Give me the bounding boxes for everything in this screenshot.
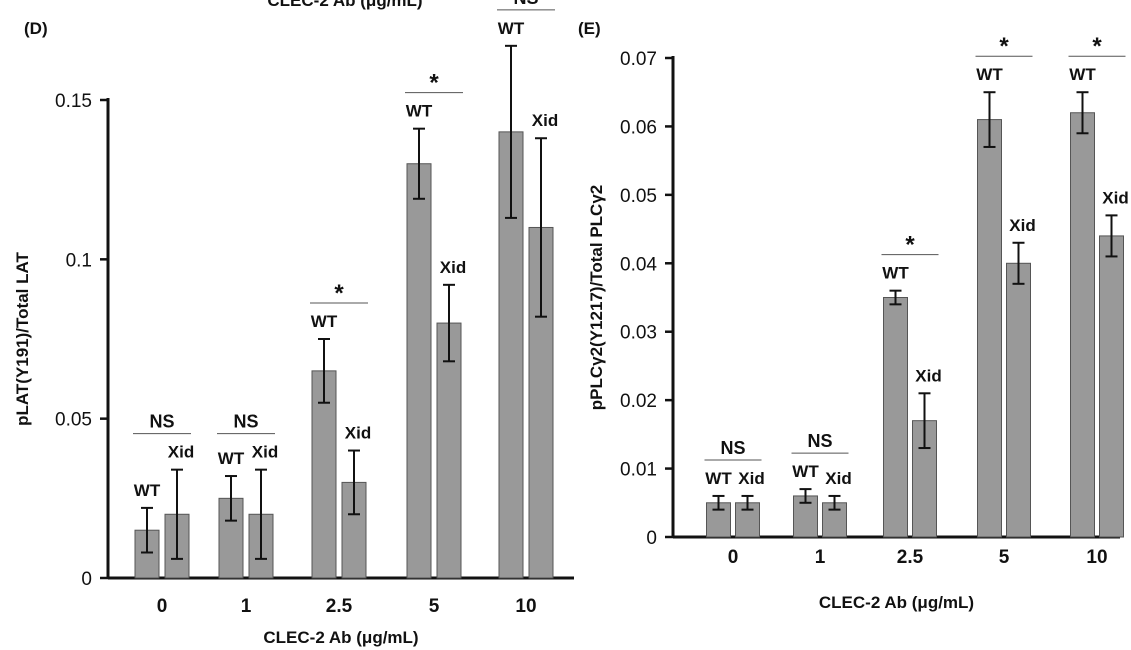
series-label-wt: WT <box>976 65 1003 84</box>
panel-e-chart: (E) 0 0.01 0.02 0.03 0.04 0.05 0.06 0.07 pPLCγ2(Y… <box>578 19 1129 612</box>
bar-xid <box>436 322 462 579</box>
series-label-xid: Xid <box>252 443 278 462</box>
y-tick-label: 0.02 <box>620 391 657 412</box>
x-tick-label: 10 <box>515 596 536 617</box>
significance-label: * <box>334 280 344 307</box>
significance-label: NS <box>720 438 745 458</box>
series-label-wt: WT <box>1069 65 1096 84</box>
x-tick-label: 1 <box>241 596 252 617</box>
series-label-xid: Xid <box>738 469 764 488</box>
x-tick-label: 2.5 <box>897 547 924 568</box>
series-label-xid: Xid <box>345 424 371 443</box>
y-tick-label: 0.1 <box>66 250 92 271</box>
significance-label: NS <box>807 431 832 451</box>
significance-label: * <box>1092 33 1102 60</box>
panel-label: (D) <box>24 19 48 38</box>
series-label-xid: Xid <box>440 258 466 277</box>
significance-label: * <box>999 33 1009 60</box>
bar-wt <box>311 370 337 579</box>
bar-wt <box>406 163 432 579</box>
y-tick-label: 0.05 <box>55 410 92 431</box>
bar-wt <box>1070 112 1095 538</box>
series-label-xid: Xid <box>825 469 851 488</box>
y-tick-label: 0.04 <box>620 254 657 275</box>
series-label-xid: Xid <box>532 111 558 130</box>
series-label-wt: WT <box>311 312 338 331</box>
series-label-wt: WT <box>792 462 819 481</box>
cropped-header: CLEC-2 Ab (μg/mL) <box>267 0 422 10</box>
bar-wt <box>977 119 1002 538</box>
bar-xid <box>1006 262 1031 538</box>
series-label-wt: WT <box>406 102 433 121</box>
x-tick-label: 1 <box>815 547 826 568</box>
bar-xid <box>1099 235 1124 538</box>
y-tick-label: 0.01 <box>620 460 657 481</box>
y-tick-label: 0 <box>81 569 92 590</box>
series-label-xid: Xid <box>168 443 194 462</box>
y-tick-label: 0 <box>646 528 657 549</box>
series-label-xid: Xid <box>1102 188 1128 207</box>
series-label-wt: WT <box>218 449 245 468</box>
bar-wt <box>883 297 908 538</box>
x-tick-label: 10 <box>1086 547 1107 568</box>
x-axis-label: CLEC-2 Ab (μg/mL) <box>819 593 974 612</box>
significance-label: NS <box>233 412 258 432</box>
y-tick-label: 0.03 <box>620 323 657 344</box>
significance-label: NS <box>513 0 538 8</box>
panel-label: (E) <box>578 19 601 38</box>
significance-label: NS <box>149 412 174 432</box>
series-label-xid: Xid <box>915 366 941 385</box>
x-tick-label: 0 <box>728 547 739 568</box>
x-tick-label: 2.5 <box>326 596 353 617</box>
y-axis-label: pLAT(Y191)/Total LAT <box>13 252 32 426</box>
series-label-wt: WT <box>705 469 732 488</box>
series-label-wt: WT <box>498 19 525 38</box>
y-tick-label: 0.07 <box>620 49 657 70</box>
y-tick-label: 0.05 <box>620 186 657 207</box>
series-label-wt: WT <box>134 481 161 500</box>
x-tick-label: 5 <box>999 547 1010 568</box>
panel-d-chart: (D) 0 0.05 0.1 0.15 pLAT(Y191)/Total LAT CLEC-… <box>13 0 574 647</box>
x-tick-label: 5 <box>429 596 440 617</box>
x-axis-label: CLEC-2 Ab (μg/mL) <box>263 628 418 647</box>
significance-label: * <box>905 232 915 259</box>
y-tick-label: 0.06 <box>620 117 657 138</box>
series-label-xid: Xid <box>1009 216 1035 235</box>
y-tick-label: 0.15 <box>55 91 92 112</box>
significance-label: * <box>429 70 439 97</box>
x-tick-label: 0 <box>157 596 168 617</box>
y-axis-label: pPLCγ2(Y1217)/Total PLCγ2 <box>587 185 606 410</box>
series-label-wt: WT <box>882 264 909 283</box>
